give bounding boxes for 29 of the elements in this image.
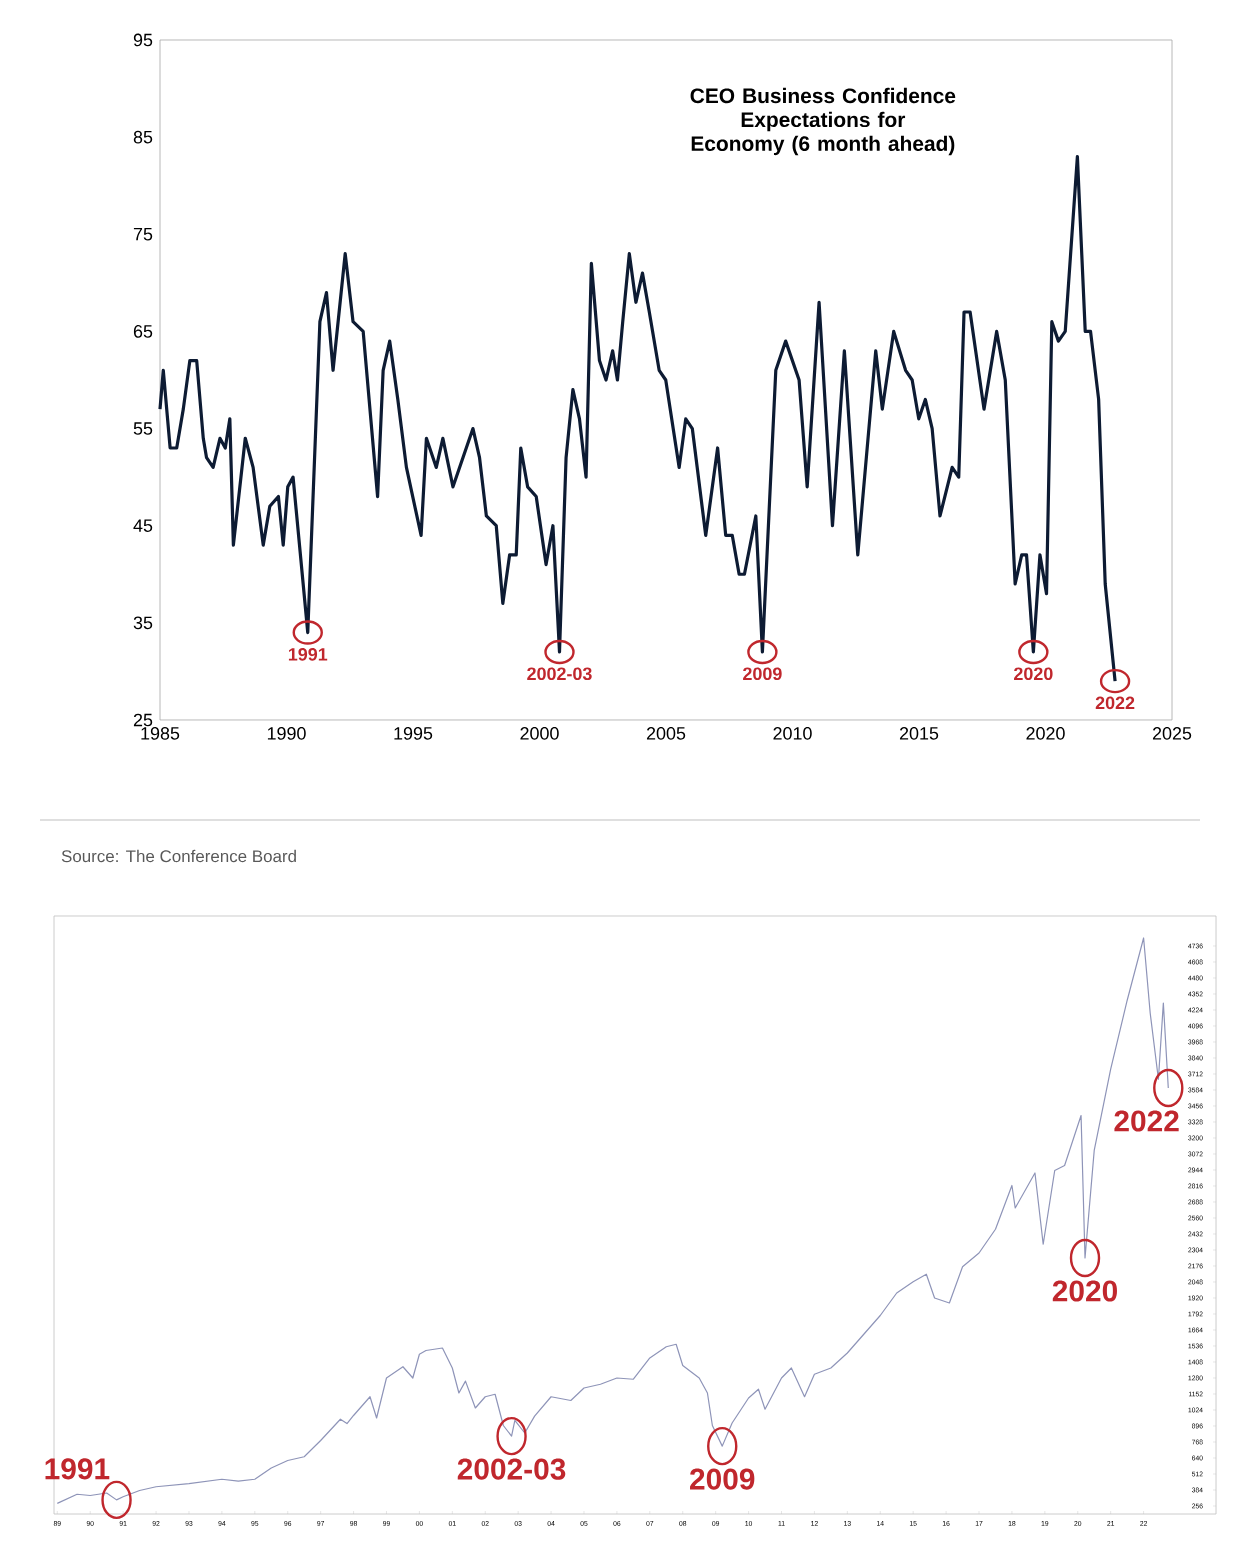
y-tick-label: 95 <box>133 33 153 47</box>
x-tick-label: 2025 <box>1152 727 1192 740</box>
x-tick-label: 2000 <box>520 727 559 740</box>
y-tick-label: 75 <box>133 228 153 241</box>
x-tick-label: 2020 <box>1026 727 1065 740</box>
source-note: Source: The Conference Board <box>61 849 296 863</box>
annotation: 2009 <box>690 1468 755 1490</box>
annotation: 2020 <box>1014 667 1053 681</box>
y-tick-label: 65 <box>133 325 153 338</box>
annotation: 2009 <box>743 667 782 681</box>
y-tick-label: 55 <box>133 422 153 435</box>
annotation: 2002-03 <box>457 1458 566 1480</box>
annotation: 2002-03 <box>527 667 592 681</box>
annotation: 2022 <box>1114 1110 1179 1132</box>
x-tick-label: 1995 <box>394 727 433 740</box>
annotation: 2022 <box>1095 696 1135 710</box>
y-tick-label: 85 <box>133 130 153 144</box>
x-tick-label: 2015 <box>899 727 939 740</box>
y-tick-label: 25 <box>133 713 153 727</box>
y-tick-label: 35 <box>133 616 153 630</box>
annotation: 2020 <box>1052 1280 1117 1302</box>
annotation: 1991 <box>288 647 328 661</box>
x-tick-label: 2005 <box>646 727 686 740</box>
x-tick-label: 1990 <box>267 727 306 740</box>
y-tick-label: 45 <box>133 519 153 532</box>
x-tick-label: 1985 <box>141 727 180 740</box>
text: CEO Business Confidence Expectations for Economy (6 month ahead) <box>690 87 956 156</box>
annotation: 1991 <box>45 1458 110 1480</box>
x-tick-label: 2010 <box>773 727 812 740</box>
